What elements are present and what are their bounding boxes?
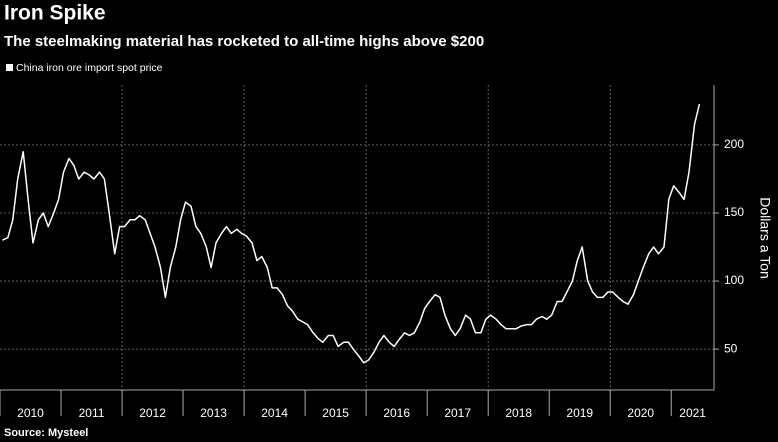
x-tick-label: 2018	[505, 406, 532, 420]
chart-title: Iron Spike	[4, 2, 106, 25]
y-axis-title: Dollars a Ton	[757, 197, 773, 278]
x-tick-label: 2020	[627, 406, 654, 420]
legend-swatch	[6, 64, 13, 71]
y-tick-label: 150	[724, 205, 744, 219]
x-tick-label: 2021	[679, 406, 706, 420]
y-tick-label: 100	[724, 273, 744, 287]
x-tick-label: 2010	[17, 406, 44, 420]
source: Source: Mysteel	[4, 427, 88, 439]
x-tick-label: 2014	[261, 406, 288, 420]
x-tick-label: 2017	[444, 406, 471, 420]
x-tick-label: 2013	[200, 406, 227, 420]
x-tick-label: 2011	[79, 406, 105, 420]
x-tick-label: 2016	[383, 406, 410, 420]
y-tick-label: 200	[724, 137, 744, 151]
x-tick-label: 2019	[566, 406, 593, 420]
x-tick-label: 2012	[139, 406, 166, 420]
legend-label: China iron ore import spot price	[16, 62, 163, 74]
series-line	[2, 103, 701, 364]
chart-subtitle: The steelmaking material has rocketed to…	[4, 33, 484, 50]
x-tick-label: 2015	[322, 406, 349, 420]
y-tick-label: 50	[724, 341, 738, 355]
